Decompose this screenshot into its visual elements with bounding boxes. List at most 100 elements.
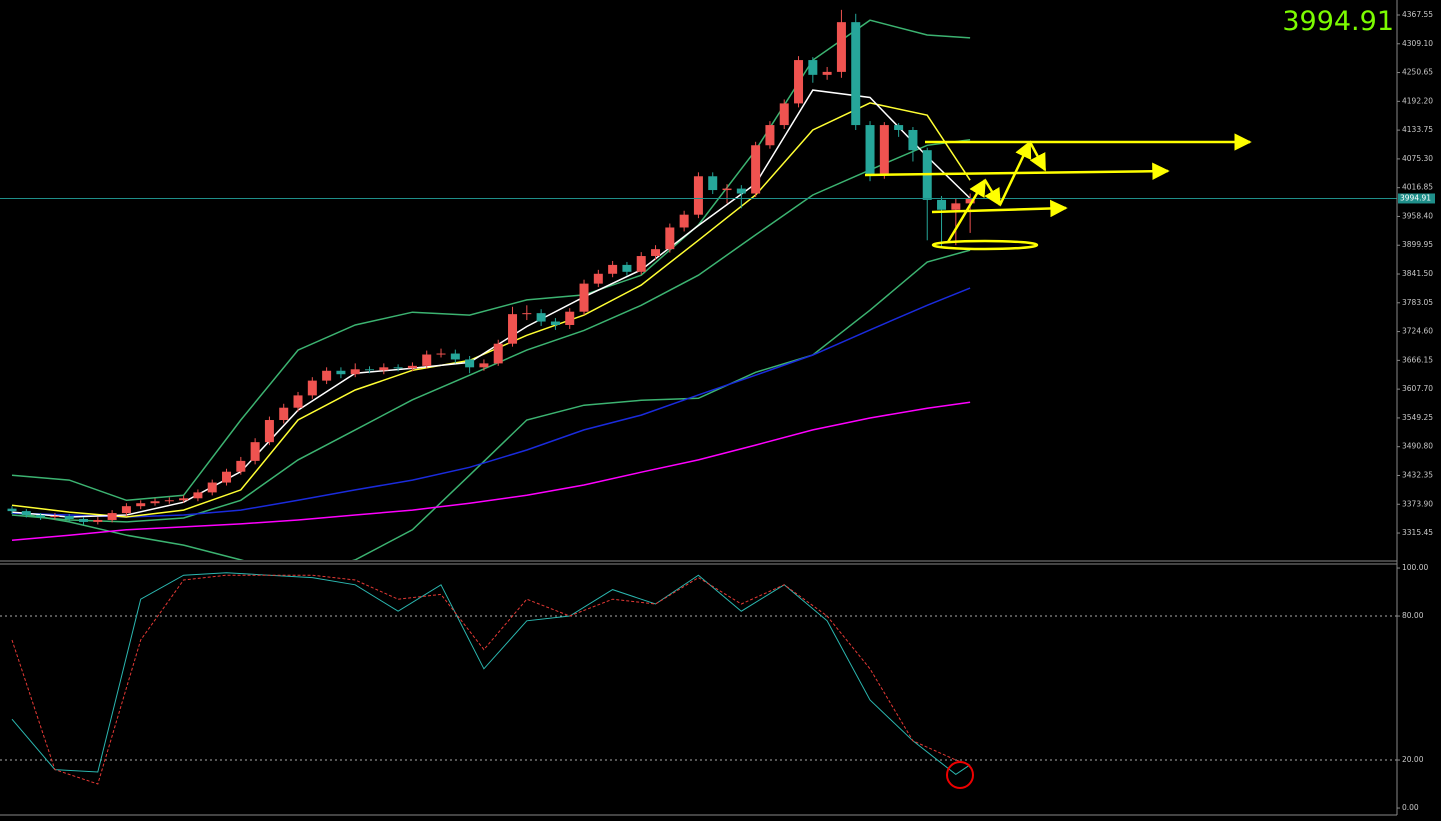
candle-body xyxy=(651,249,661,257)
arrow xyxy=(1028,141,1047,172)
candle-body xyxy=(579,283,589,312)
y-tick-label: 3841.50 xyxy=(1402,269,1433,278)
candle-body xyxy=(522,313,532,315)
red-circle xyxy=(946,761,974,789)
candle-body xyxy=(736,188,746,194)
y-tick-label: 4367.55 xyxy=(1402,10,1433,19)
stochastic-line xyxy=(11,574,971,785)
candle-body xyxy=(865,125,875,176)
candle-body xyxy=(951,203,961,210)
indicator-line xyxy=(11,287,971,518)
candle-body xyxy=(836,22,846,72)
candle-body xyxy=(937,199,947,210)
candle-body xyxy=(93,519,103,522)
candle-body xyxy=(622,264,632,272)
candle-body xyxy=(107,513,117,520)
candle-body xyxy=(436,353,446,355)
candle-body xyxy=(250,442,260,461)
candle-body xyxy=(407,365,417,369)
y-tick-label: 3958.40 xyxy=(1402,211,1433,220)
candle-body xyxy=(894,125,904,130)
candle-body xyxy=(422,354,432,366)
candle-body xyxy=(222,471,232,483)
annotations xyxy=(864,133,1252,789)
candle-body xyxy=(808,60,818,75)
arrow xyxy=(983,179,1002,207)
candle-body xyxy=(279,407,289,421)
y-tick-label: 3432.35 xyxy=(1402,470,1433,479)
y-tick-label: 3724.60 xyxy=(1402,327,1433,336)
indicator-line xyxy=(11,19,971,502)
candle-body xyxy=(136,503,146,507)
current-price-title: 3994.91 xyxy=(1282,6,1394,37)
candle-body xyxy=(779,103,789,126)
candle-body xyxy=(350,369,360,375)
candle-body xyxy=(50,516,60,518)
candle-body xyxy=(608,264,618,274)
candle-body xyxy=(965,198,975,204)
candle-body xyxy=(207,482,217,493)
candle-body xyxy=(79,518,89,522)
indicator-line xyxy=(11,401,971,541)
price-tag-label: 3994.91 xyxy=(1400,193,1431,202)
y-tick-label: 3783.05 xyxy=(1402,298,1433,307)
arrow xyxy=(946,178,987,243)
stochastic-line xyxy=(11,572,971,776)
y-tick-label: 3607.70 xyxy=(1402,384,1433,393)
candle-body xyxy=(36,515,46,518)
candle-body xyxy=(708,176,718,191)
y-tick-label: 4075.30 xyxy=(1402,154,1433,163)
candle-body xyxy=(479,363,489,368)
candle-body xyxy=(636,256,646,272)
price-tag xyxy=(1398,193,1435,204)
y-tick-label: 20.00 xyxy=(1402,755,1424,764)
candle-body xyxy=(293,395,303,408)
price-panel: 4367.55 4309.10 4250.65 4192.20 4133.75 4075.… xyxy=(0,9,1435,560)
candle-body xyxy=(465,359,475,368)
arrow xyxy=(931,199,1068,218)
candle-body xyxy=(193,492,203,499)
candle-body xyxy=(536,313,546,322)
y-tick-label: 3315.45 xyxy=(1402,528,1433,537)
candle-body xyxy=(679,214,689,228)
candle-body xyxy=(336,370,346,375)
candle-body xyxy=(322,370,332,381)
candle-body xyxy=(365,369,375,371)
indicator-line xyxy=(11,249,971,560)
candle-body xyxy=(665,227,675,250)
candle-body xyxy=(264,420,274,443)
ellipse xyxy=(931,239,1039,251)
candle-body xyxy=(765,125,775,146)
arrow xyxy=(998,140,1032,206)
candle-body xyxy=(307,380,317,396)
candle-body xyxy=(236,460,246,472)
y-tick-label: 100.00 xyxy=(1402,563,1428,572)
y-tick-label: 4016.85 xyxy=(1402,183,1433,192)
y-tick-label: 3373.90 xyxy=(1402,499,1433,508)
y-tick-label: 3549.25 xyxy=(1402,413,1433,422)
candle-body xyxy=(450,353,460,360)
candle-body xyxy=(879,125,889,176)
candle-body xyxy=(393,367,403,369)
y-tick-label: 4309.10 xyxy=(1402,39,1433,48)
stochastic-panel: 100.00 80.00 20.00 0.00 xyxy=(0,563,1428,812)
candle-body xyxy=(493,343,503,364)
candle-body xyxy=(794,60,804,104)
candle-body xyxy=(751,145,761,194)
candle-body xyxy=(565,311,575,325)
candle-body xyxy=(851,22,861,126)
candle-body xyxy=(722,188,732,191)
y-tick-label: 0.00 xyxy=(1402,803,1419,812)
candle-body xyxy=(550,321,560,325)
y-tick-label: 3490.80 xyxy=(1402,442,1433,451)
candle-body xyxy=(593,273,603,284)
y-tick-label: 3899.95 xyxy=(1402,240,1433,249)
y-tick-label: 4250.65 xyxy=(1402,68,1433,77)
candle-body xyxy=(822,71,832,75)
y-tick-label: 3666.15 xyxy=(1402,355,1433,364)
candle-body xyxy=(179,498,189,501)
candle-body xyxy=(150,501,160,504)
candle-body xyxy=(508,314,518,344)
candle-body xyxy=(7,508,17,512)
